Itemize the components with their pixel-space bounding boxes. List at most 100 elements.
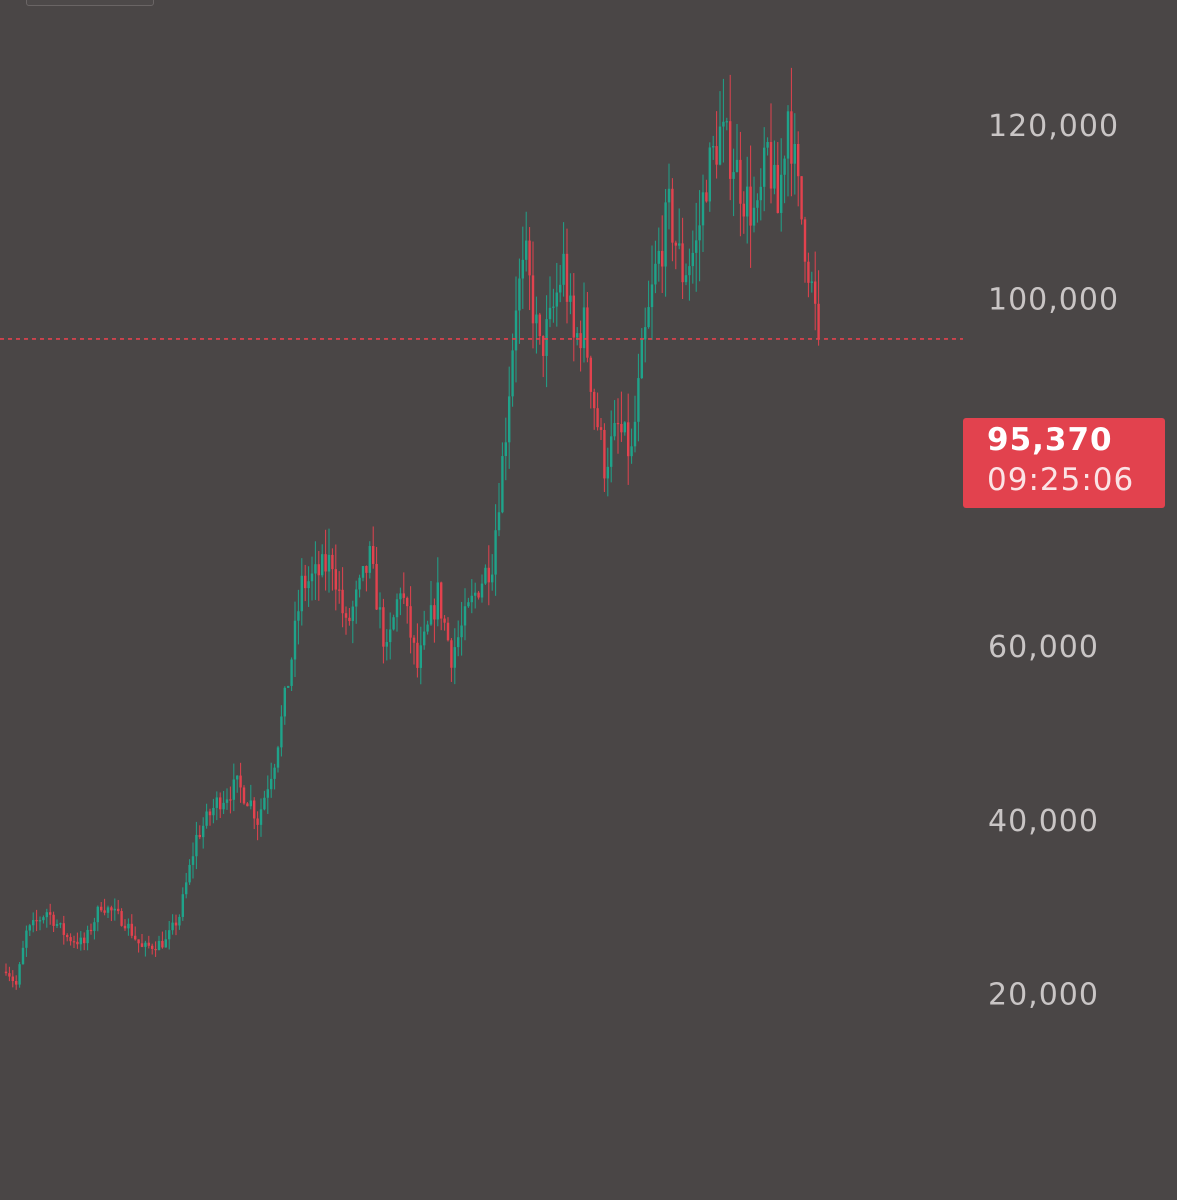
candle — [76, 932, 79, 949]
candle-body — [130, 923, 133, 936]
candle — [569, 273, 572, 315]
candle — [266, 775, 269, 814]
candle-body — [276, 747, 280, 768]
candle — [691, 230, 694, 284]
candle-body — [93, 922, 96, 931]
candle-body — [86, 929, 89, 944]
candle-body — [746, 186, 749, 217]
candle-body — [620, 423, 623, 433]
candle — [236, 775, 239, 793]
candle — [657, 227, 660, 282]
candle-body — [164, 939, 167, 948]
candle — [457, 620, 460, 657]
candle — [565, 228, 569, 324]
candle — [793, 113, 796, 195]
candle — [535, 296, 538, 354]
candle-body — [698, 225, 701, 241]
candle — [392, 614, 395, 631]
candle-body — [518, 278, 521, 311]
candle-body — [786, 111, 790, 159]
candle — [453, 628, 456, 685]
candle-body — [457, 637, 460, 648]
candle — [4, 963, 8, 976]
candle-body — [355, 589, 358, 607]
candle — [283, 686, 286, 725]
candle — [195, 821, 198, 870]
candle-body — [440, 582, 443, 619]
candle-body — [705, 192, 708, 202]
candle-body — [300, 575, 303, 612]
candle — [344, 606, 348, 635]
candle — [684, 263, 688, 286]
candle — [579, 320, 582, 372]
candle — [130, 914, 133, 939]
candle-body — [253, 800, 256, 819]
candle-body — [385, 642, 388, 647]
candle-body — [161, 940, 164, 948]
candle — [229, 786, 232, 814]
candle-body — [576, 333, 579, 338]
candle — [786, 105, 790, 197]
candle — [698, 190, 701, 282]
candle — [474, 582, 477, 609]
candle — [603, 423, 606, 492]
candle-body — [215, 797, 218, 808]
y-tick-label: 60,000 — [988, 630, 1099, 665]
candle-body — [616, 422, 620, 425]
candle — [334, 544, 337, 611]
candle-body — [331, 554, 334, 570]
candle-body — [62, 923, 65, 935]
candle-body — [426, 624, 429, 632]
candle — [86, 925, 89, 951]
candle — [810, 271, 813, 293]
candle — [623, 421, 626, 436]
candle — [671, 178, 674, 262]
candle — [127, 918, 130, 936]
y-tick-label: 20,000 — [988, 978, 1099, 1013]
candle — [32, 912, 35, 933]
candle-body — [89, 929, 93, 932]
candle-body — [423, 631, 426, 646]
candle — [514, 276, 518, 383]
candle — [559, 264, 562, 303]
candle — [674, 240, 677, 270]
candle — [225, 788, 229, 810]
candle — [205, 803, 208, 829]
candle-body — [25, 930, 28, 948]
candle-body — [480, 583, 484, 598]
candle-body — [69, 937, 72, 942]
candle — [610, 410, 613, 483]
candle — [191, 842, 195, 879]
candle-body — [525, 240, 528, 260]
candle — [654, 240, 657, 294]
candle — [164, 930, 167, 948]
candle-body — [212, 807, 215, 816]
candle-body — [749, 186, 752, 226]
candle-body — [297, 611, 300, 621]
candle-body — [552, 306, 555, 308]
candle — [620, 391, 623, 442]
candle-body — [205, 811, 208, 826]
candle-body — [181, 894, 184, 917]
corner-tab[interactable] — [26, 0, 154, 6]
candle-body — [487, 567, 490, 583]
candle — [725, 117, 728, 131]
candle — [181, 887, 184, 921]
candle — [470, 579, 473, 614]
candle-body — [100, 906, 103, 911]
candle-body — [695, 240, 698, 253]
candle-body — [538, 314, 541, 337]
candle-body — [443, 618, 446, 623]
candle — [480, 574, 484, 603]
candle-body — [266, 789, 269, 798]
candle — [562, 222, 565, 297]
candle-body — [528, 240, 531, 276]
candle — [803, 216, 807, 283]
candle — [212, 798, 215, 824]
candle-body — [117, 908, 120, 912]
candle-body — [759, 186, 762, 201]
candle — [814, 251, 817, 331]
candle-body — [11, 976, 14, 982]
candle — [593, 388, 596, 430]
candle-body — [273, 767, 276, 779]
